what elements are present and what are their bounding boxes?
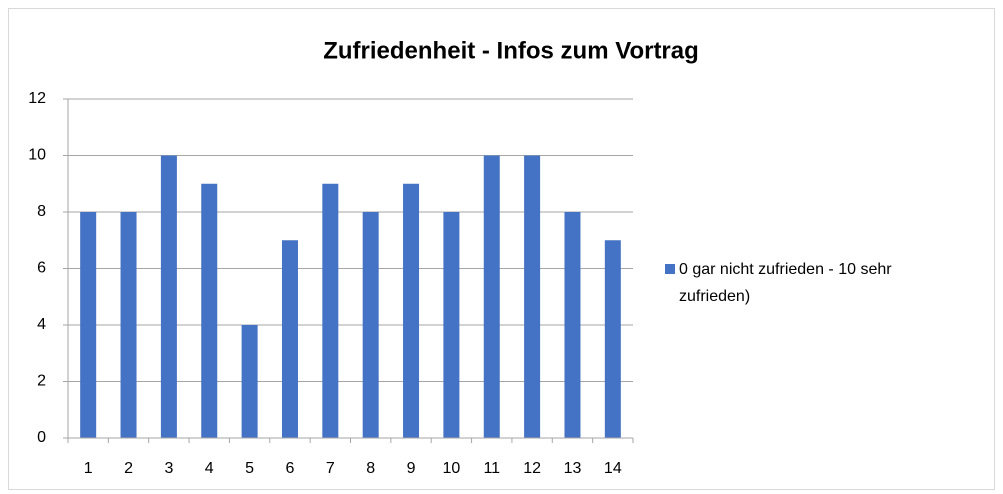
bar (160, 155, 177, 438)
x-tick-label: 2 (124, 460, 133, 477)
bar (604, 240, 621, 438)
bar (483, 155, 500, 438)
x-tick-label: 6 (286, 460, 295, 477)
bar (80, 212, 97, 438)
x-tick-label: 13 (564, 460, 582, 477)
bar (362, 212, 379, 438)
y-tick-label: 0 (37, 429, 46, 446)
x-tick-label: 1 (84, 460, 93, 477)
y-tick-label: 6 (37, 260, 46, 277)
bar (201, 183, 218, 438)
bar (524, 155, 541, 438)
legend-swatch (665, 264, 675, 274)
x-tick-label: 5 (245, 460, 254, 477)
x-tick-label: 4 (205, 460, 214, 477)
y-tick-label: 4 (37, 316, 46, 333)
legend-label: 0 gar nicht zufrieden - 10 sehr zufriede… (679, 261, 892, 305)
chart-title: Zufriedenheit - Infos zum Vortrag (323, 37, 699, 64)
x-tick-label: 10 (442, 460, 460, 477)
x-tick-label: 9 (407, 460, 416, 477)
y-tick-label: 12 (28, 90, 46, 107)
bar (120, 212, 137, 438)
x-tick-label: 3 (164, 460, 173, 477)
x-tick-label: 12 (523, 460, 541, 477)
y-tick-label: 10 (28, 147, 46, 164)
x-tick-label: 8 (366, 460, 375, 477)
y-tick-label: 8 (37, 203, 46, 220)
bar (564, 212, 581, 438)
bar (443, 212, 460, 438)
x-tick-label: 14 (604, 460, 622, 477)
legend: 0 gar nicht zufrieden - 10 sehr zufriede… (665, 256, 935, 310)
y-tick-label: 2 (37, 373, 46, 390)
bar (403, 183, 420, 438)
bar (241, 325, 258, 438)
chart-frame (8, 8, 995, 490)
bar (281, 240, 298, 438)
bar (322, 183, 339, 438)
x-tick-label: 11 (483, 460, 500, 477)
x-tick-label: 7 (326, 460, 335, 477)
